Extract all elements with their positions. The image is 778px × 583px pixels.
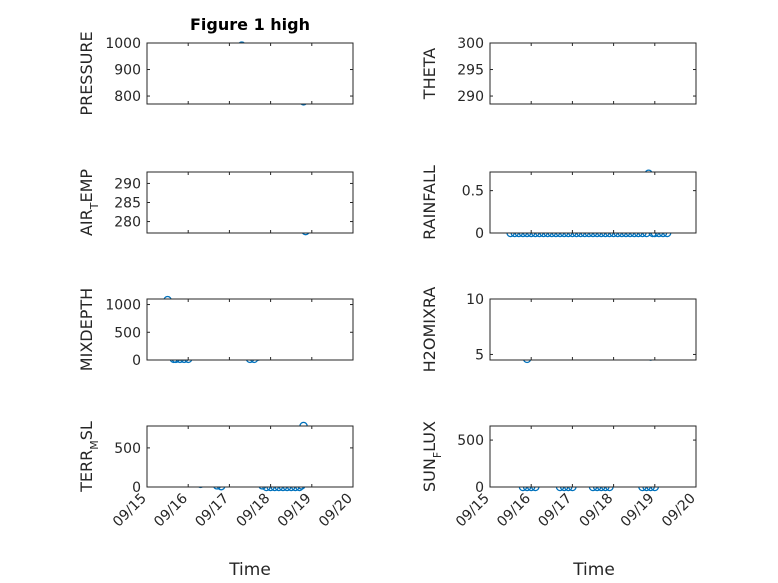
y-tick-label: 1000 [105,298,141,314]
y-axis-label: H2OMIXRA [420,287,439,373]
y-tick-label: 0.5 [462,184,484,200]
axes-box [489,171,697,234]
y-tick-label: 10 [466,292,484,308]
y-tick-label: 900 [114,63,141,79]
y-tick-label: 285 [114,196,141,212]
y-axis-label: AIRTEMP [77,169,101,236]
subplot-air: 280 285 290 AIRTEMP [77,169,354,236]
axes-box [489,42,697,105]
axes-box [489,298,697,361]
y-axis-label: SUNFLUX [420,421,444,492]
axes-box [146,42,354,105]
axes-box [146,171,354,234]
y-tick-label: 500 [114,325,141,341]
y-axis-label: THETA [420,48,439,100]
y-tick-label: 0 [475,226,484,242]
y-tick-label: 0 [132,353,141,369]
y-tick-label: 280 [114,215,141,231]
x-axis-label-left: Time [228,560,271,580]
y-tick-label: 5 [475,347,484,363]
y-tick-label: 295 [457,63,484,79]
y-tick-label: 0 [132,480,141,496]
subplot-h2omixra: 5 10 H2OMIXRA [420,287,697,373]
subplot-theta: 290 295 300 THETA [420,36,697,105]
y-tick-label: 300 [457,36,484,52]
axes-box [146,298,354,361]
y-tick-label: 290 [114,176,141,192]
y-axis-label: RAINFALL [420,165,439,240]
subplot-mixdepth: 0 500 1000 MIXDEPTH [77,288,354,371]
x-axis-label-right: Time [572,560,615,580]
axes-box [146,425,354,488]
y-tick-label: 500 [114,441,141,457]
y-tick-label: 0 [475,480,484,496]
figure-title: Figure 1 high [190,15,310,34]
y-axis-label: TERRMSL [77,421,101,493]
y-tick-label: 500 [457,433,484,449]
subplot-rainfall: 0 0.5 RAINFALL [420,165,697,242]
y-tick-label: 1000 [105,36,141,52]
y-axis-label: PRESSURE [77,31,96,115]
y-tick-label: 290 [457,89,484,105]
axes-box [489,425,697,488]
subplot-pressure: 800 900 1000 PRESSURE [77,31,354,116]
y-tick-label: 800 [114,89,141,105]
y-axis-label: MIXDEPTH [77,288,96,371]
